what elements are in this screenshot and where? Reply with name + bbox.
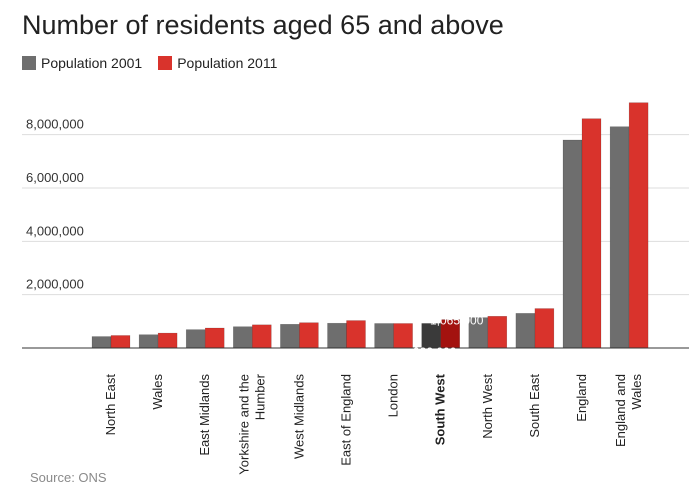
bar bbox=[609, 126, 630, 349]
bar bbox=[157, 332, 178, 349]
y-tick-label: 8,000,000 bbox=[26, 117, 84, 132]
x-category-label: England bbox=[574, 374, 589, 422]
bar bbox=[280, 324, 300, 349]
x-category-line: London bbox=[386, 374, 401, 417]
highlight-value-label-2001: 922,000 bbox=[413, 345, 457, 359]
x-category-line: East of England bbox=[339, 374, 354, 466]
legend-swatch-2001 bbox=[22, 56, 36, 70]
x-category-label: London bbox=[386, 374, 401, 417]
bar bbox=[299, 322, 319, 349]
legend-item-2001: Population 2001 bbox=[22, 55, 142, 71]
x-category-label: South East bbox=[527, 374, 542, 438]
legend-swatch-2011 bbox=[158, 56, 173, 70]
x-category-line: England bbox=[574, 374, 589, 422]
x-category-label: West Midlands bbox=[291, 374, 306, 460]
x-category-line: North East bbox=[103, 374, 118, 436]
bar bbox=[110, 335, 131, 349]
x-category-line: Wales bbox=[150, 374, 165, 410]
bar bbox=[374, 323, 394, 349]
x-category-line: West Midlands bbox=[291, 374, 306, 460]
x-category-line: Wales bbox=[629, 374, 644, 410]
x-category-line: East Midlands bbox=[197, 374, 212, 456]
bar bbox=[515, 313, 536, 349]
legend-label-2001: Population 2001 bbox=[41, 55, 143, 71]
source-note: Source: ONS bbox=[30, 470, 107, 485]
bar bbox=[252, 324, 272, 349]
bar bbox=[534, 308, 555, 349]
x-category-label: North East bbox=[103, 374, 118, 436]
bar bbox=[91, 336, 112, 349]
x-category-line: England and bbox=[613, 374, 628, 447]
x-category-line: Humber bbox=[252, 373, 267, 420]
bar bbox=[233, 326, 253, 349]
x-category-line: Yorkshire and the bbox=[236, 374, 251, 475]
bar bbox=[204, 327, 225, 349]
x-category-label: England andWales bbox=[613, 374, 644, 448]
y-tick-label: 2,000,000 bbox=[26, 277, 84, 292]
legend: Population 2001 Population 2011 bbox=[22, 55, 293, 71]
x-category-line: North West bbox=[480, 374, 495, 439]
x-category-label: South West bbox=[433, 373, 448, 445]
x-category-label: East Midlands bbox=[197, 374, 212, 456]
bar bbox=[185, 329, 206, 349]
x-category-label: North West bbox=[480, 374, 495, 439]
bar bbox=[327, 322, 347, 349]
bar bbox=[138, 334, 159, 349]
x-category-label: Yorkshire and theHumber bbox=[236, 373, 267, 474]
x-category-line: South East bbox=[527, 374, 542, 438]
highlight-value-label-2011: 1,065,000 bbox=[430, 314, 484, 328]
x-category-label: East of England bbox=[339, 374, 354, 466]
chart-title: Number of residents aged 65 and above bbox=[22, 10, 504, 40]
bar bbox=[581, 118, 602, 349]
legend-item-2011: Population 2011 bbox=[158, 55, 277, 71]
x-category-label: Wales bbox=[150, 374, 165, 410]
bar bbox=[562, 139, 583, 349]
bar bbox=[487, 316, 508, 349]
bar bbox=[628, 102, 649, 349]
y-tick-label: 4,000,000 bbox=[26, 223, 84, 238]
legend-label-2011: Population 2011 bbox=[177, 55, 278, 71]
x-category-line: South West bbox=[433, 373, 448, 445]
bar bbox=[393, 323, 413, 349]
bar bbox=[346, 320, 366, 349]
y-tick-label: 6,000,000 bbox=[26, 170, 84, 185]
